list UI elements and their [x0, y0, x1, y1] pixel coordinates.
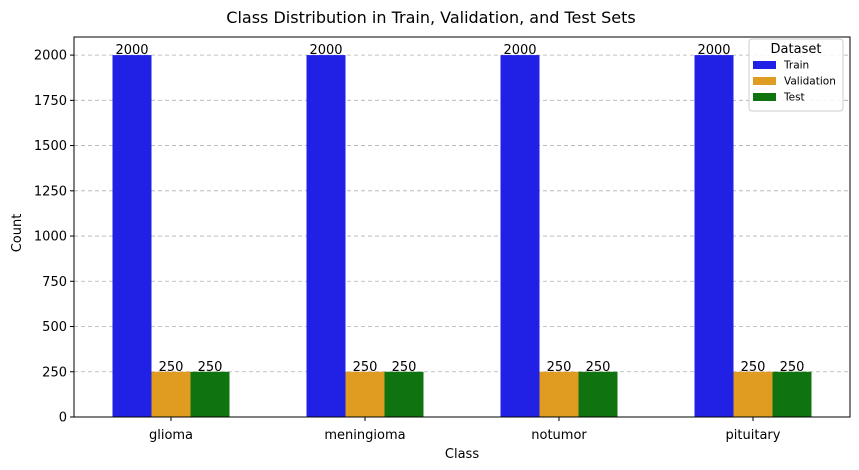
legend-item-label: Test — [783, 92, 805, 104]
legend: Dataset Train Validation Test — [748, 38, 844, 112]
bar-train — [306, 55, 346, 417]
x-tick-label: pituitary — [726, 428, 781, 443]
y-tick-label: 0 — [59, 411, 67, 426]
data-label: 250 — [353, 360, 378, 375]
legend-swatch — [753, 93, 776, 101]
legend-item-label: Train — [783, 60, 809, 72]
bar-train — [500, 55, 540, 417]
legend-swatch — [753, 61, 776, 69]
data-label: 250 — [586, 360, 611, 375]
bar-validation — [539, 371, 579, 417]
legend-item-label: Validation — [784, 76, 836, 88]
data-label: 250 — [392, 360, 417, 375]
bar-test — [190, 371, 230, 417]
x-axis: glioma meningioma notumor pituitary — [149, 417, 781, 443]
y-tick-label: 1000 — [34, 230, 67, 245]
bar-test — [578, 371, 618, 417]
legend-swatch — [753, 77, 776, 85]
bar-validation — [345, 371, 385, 417]
data-label: 250 — [547, 360, 572, 375]
y-axis-label: Count — [10, 214, 25, 253]
x-tick-label: meningioma — [324, 428, 405, 443]
y-tick-label: 250 — [42, 365, 67, 380]
bar-validation — [733, 371, 773, 417]
bar-train — [112, 55, 152, 417]
y-tick-label: 1500 — [34, 139, 67, 154]
data-label: 2000 — [503, 43, 536, 58]
data-label: 2000 — [309, 43, 342, 58]
data-label: 2000 — [115, 43, 148, 58]
data-label: 250 — [780, 360, 805, 375]
chart-title: Class Distribution in Train, Validation,… — [226, 8, 635, 27]
y-axis: 0 250 500 750 1000 1250 1500 1750 2000 — [34, 49, 74, 426]
data-label: 250 — [198, 360, 223, 375]
y-tick-label: 750 — [42, 275, 67, 290]
plot-frame — [73, 36, 851, 418]
legend-title: Dataset — [771, 42, 822, 57]
data-label: 2000 — [697, 43, 730, 58]
grid-lines — [74, 54, 850, 373]
bar-test — [384, 371, 424, 417]
data-label: 250 — [159, 360, 184, 375]
bar-train — [694, 55, 734, 417]
data-label: 250 — [741, 360, 766, 375]
data-labels-group: 2000 250 250 2000 250 250 2000 250 250 2000 250 250 — [115, 43, 804, 375]
y-tick-label: 500 — [42, 320, 67, 335]
bars-group — [112, 55, 812, 417]
y-tick-label: 1750 — [34, 94, 67, 109]
y-tick-label: 2000 — [34, 49, 67, 64]
x-tick-label: notumor — [531, 428, 587, 443]
bar-test — [772, 371, 812, 417]
bar-validation — [151, 371, 191, 417]
x-axis-label: Class — [445, 447, 479, 462]
x-tick-label: glioma — [149, 428, 193, 443]
y-tick-label: 1250 — [34, 184, 67, 199]
